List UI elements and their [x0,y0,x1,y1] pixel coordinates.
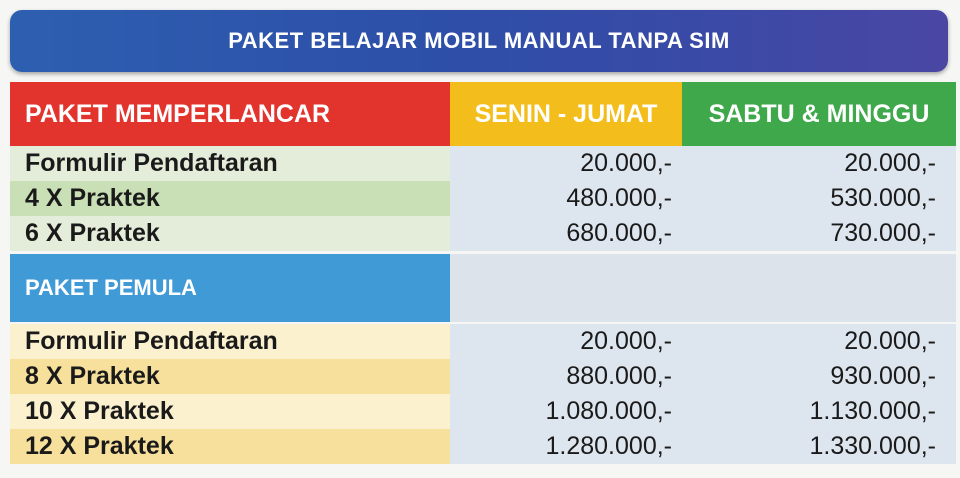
row-weekday-price: 880.000,- [450,359,682,394]
row-weekend-price: 530.000,- [682,181,956,216]
page-title: PAKET BELAJAR MOBIL MANUAL TANPA SIM [228,28,730,53]
row-weekday-price: 20.000,- [450,324,682,359]
table-header: PAKET MEMPERLANCAR SENIN - JUMAT SABTU &… [10,82,956,146]
row-weekend-price: 1.330.000,- [682,429,956,464]
row-weekday-price: 20.000,- [450,146,682,181]
table-row: 8 X Praktek 880.000,- 930.000,- [10,359,956,394]
row-weekend-price: 20.000,- [682,324,956,359]
row-item: Formulir Pendaftaran [10,324,450,359]
row-item: 8 X Praktek [10,359,450,394]
section-pemula-header: PAKET PEMULA [10,254,956,322]
table-row: 4 X Praktek 480.000,- 530.000,- [10,181,956,216]
title-banner: PAKET BELAJAR MOBIL MANUAL TANPA SIM [10,10,948,72]
table-row: Formulir Pendaftaran 20.000,- 20.000,- [10,146,956,181]
table-row: 10 X Praktek 1.080.000,- 1.130.000,- [10,394,956,429]
table-row: Formulir Pendaftaran 20.000,- 20.000,- [10,324,956,359]
header-weekend: SABTU & MINGGU [682,82,956,146]
row-weekend-price: 730.000,- [682,216,956,251]
table-row: 12 X Praktek 1.280.000,- 1.330.000,- [10,429,956,464]
row-weekday-price: 1.280.000,- [450,429,682,464]
section-pemula-fill [450,254,956,322]
row-item: 10 X Praktek [10,394,450,429]
row-item: 6 X Praktek [10,216,450,251]
row-item: 12 X Praktek [10,429,450,464]
row-weekday-price: 480.000,- [450,181,682,216]
row-weekday-price: 1.080.000,- [450,394,682,429]
row-weekend-price: 930.000,- [682,359,956,394]
row-weekend-price: 20.000,- [682,146,956,181]
header-package: PAKET MEMPERLANCAR [10,82,450,146]
row-item: 4 X Praktek [10,181,450,216]
section-pemula-label: PAKET PEMULA [10,254,450,322]
row-weekday-price: 680.000,- [450,216,682,251]
row-item: Formulir Pendaftaran [10,146,450,181]
row-weekend-price: 1.130.000,- [682,394,956,429]
table-row: 6 X Praktek 680.000,- 730.000,- [10,216,956,251]
header-weekday: SENIN - JUMAT [450,82,682,146]
